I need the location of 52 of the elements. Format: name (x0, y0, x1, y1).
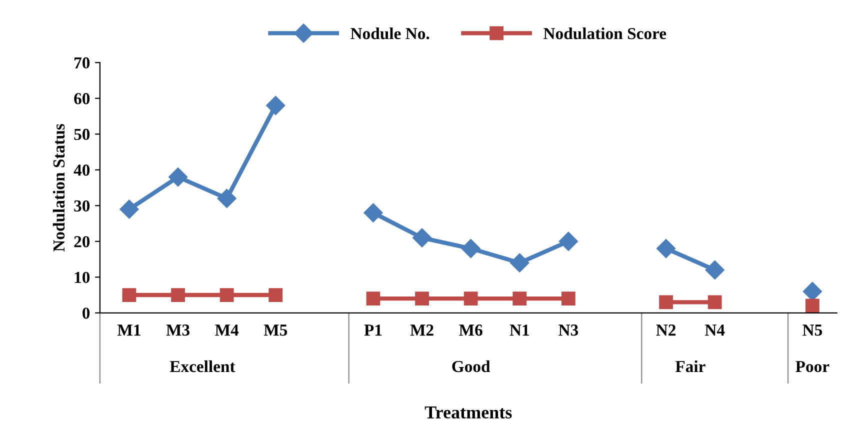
point (120, 200, 139, 219)
text: Poor (796, 361, 830, 372)
legend-label: Nodulation Score (544, 27, 666, 40)
x-tick-label: M1 (117, 324, 140, 336)
point (510, 253, 530, 272)
x-tick-label: N4 (704, 324, 725, 336)
y-tick-label: 70 (74, 57, 90, 69)
point (464, 292, 478, 306)
point (168, 167, 188, 187)
point (220, 288, 234, 302)
point (802, 282, 822, 301)
point (708, 295, 722, 310)
point (705, 260, 724, 280)
y-tick-label: 40 (74, 164, 90, 176)
point (366, 292, 380, 306)
x-tick-label: M3 (166, 324, 190, 336)
y-tick-label: 0 (82, 308, 90, 319)
point (461, 239, 480, 258)
x-tick-label: N5 (802, 324, 822, 336)
text: Good (452, 360, 490, 372)
point (122, 288, 136, 302)
point (656, 239, 676, 258)
point (659, 295, 673, 310)
x-tick-label: M6 (459, 324, 482, 336)
x-axis-title: Treatments (424, 406, 512, 418)
point (558, 232, 578, 251)
x-tick-label: M4 (215, 324, 239, 336)
text: Excellent (170, 360, 236, 372)
y-tick-label: 60 (74, 93, 90, 104)
y-tick-label: 30 (74, 200, 90, 212)
point (364, 203, 383, 222)
point (415, 292, 429, 306)
point (171, 288, 185, 302)
x-tick-label: M5 (264, 324, 288, 336)
y-tick-label: 20 (74, 236, 90, 248)
x-tick-label: M2 (410, 324, 434, 336)
point (217, 188, 236, 208)
y-tick-label: 50 (74, 128, 90, 140)
text: Fair (675, 360, 706, 372)
x-tick-label: P1 (364, 324, 382, 336)
point (512, 292, 527, 306)
y-axis-title: Nodulation Status (52, 124, 65, 252)
point (412, 228, 432, 248)
point (266, 96, 286, 116)
x-tick-label: N2 (656, 324, 676, 336)
point (561, 292, 576, 306)
x-tick-label: N1 (510, 324, 529, 336)
y-tick-label: 10 (74, 272, 90, 284)
point (268, 288, 283, 302)
point (805, 298, 820, 313)
x-tick-label: N3 (558, 324, 578, 336)
legend-label: Nodule No. (350, 27, 430, 40)
